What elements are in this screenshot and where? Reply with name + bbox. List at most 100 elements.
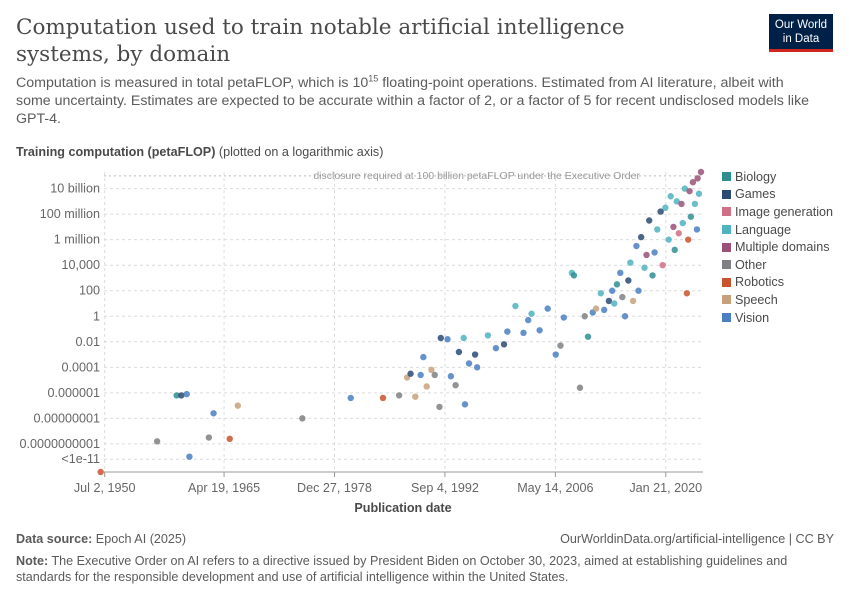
data-point[interactable]: [617, 269, 624, 277]
data-point[interactable]: [659, 261, 666, 269]
data-point[interactable]: [226, 435, 233, 443]
data-point[interactable]: [613, 281, 621, 288]
data-point[interactable]: [592, 305, 600, 312]
legend-item[interactable]: Robotics: [722, 274, 833, 292]
data-point[interactable]: [447, 373, 455, 380]
data-point[interactable]: [234, 402, 241, 409]
data-point[interactable]: [654, 226, 661, 233]
data-point[interactable]: [536, 327, 543, 334]
data-point[interactable]: [437, 334, 444, 342]
data-point[interactable]: [528, 310, 535, 317]
data-point[interactable]: [671, 246, 678, 254]
data-point[interactable]: [153, 438, 161, 445]
data-point[interactable]: [186, 453, 193, 460]
data-point[interactable]: [436, 403, 443, 411]
data-point[interactable]: [460, 334, 467, 342]
legend-item[interactable]: Vision: [722, 309, 833, 327]
data-point[interactable]: [525, 316, 532, 324]
data-point[interactable]: [686, 187, 693, 195]
data-point[interactable]: [97, 468, 104, 476]
data-point[interactable]: [473, 364, 481, 371]
data-point[interactable]: [455, 348, 463, 356]
data-point[interactable]: [431, 371, 438, 379]
data-point[interactable]: [407, 370, 414, 377]
data-point[interactable]: [627, 259, 634, 266]
data-point[interactable]: [504, 328, 511, 335]
data-point[interactable]: [520, 329, 527, 337]
data-point[interactable]: [673, 198, 680, 205]
data-point[interactable]: [471, 351, 479, 358]
data-point[interactable]: [484, 332, 492, 339]
data-point[interactable]: [670, 223, 677, 231]
data-point[interactable]: [643, 251, 650, 259]
data-point[interactable]: [347, 394, 354, 402]
data-point[interactable]: [637, 233, 645, 241]
data-point[interactable]: [681, 185, 689, 192]
data-point[interactable]: [428, 366, 435, 374]
legend-item[interactable]: Image generation: [722, 203, 833, 221]
data-point[interactable]: [667, 193, 674, 200]
data-point[interactable]: [299, 415, 306, 422]
data-point[interactable]: [689, 179, 697, 186]
data-point[interactable]: [584, 333, 592, 340]
data-point[interactable]: [685, 236, 692, 243]
data-point[interactable]: [646, 217, 653, 224]
data-point[interactable]: [452, 381, 459, 389]
legend-item[interactable]: Games: [722, 186, 833, 204]
data-point[interactable]: [210, 410, 217, 417]
data-point[interactable]: [691, 200, 699, 208]
data-point[interactable]: [379, 394, 387, 402]
data-point[interactable]: [600, 306, 608, 314]
data-point[interactable]: [417, 371, 424, 379]
data-point[interactable]: [500, 341, 508, 348]
data-point[interactable]: [675, 230, 682, 237]
data-point[interactable]: [697, 168, 705, 176]
data-point[interactable]: [420, 353, 427, 361]
data-point[interactable]: [552, 351, 559, 358]
data-point[interactable]: [465, 360, 473, 367]
data-point[interactable]: [683, 290, 691, 297]
data-point[interactable]: [544, 305, 551, 312]
legend-item[interactable]: Language: [722, 221, 833, 239]
legend-item[interactable]: Other: [722, 256, 833, 274]
data-point[interactable]: [423, 383, 430, 390]
data-point[interactable]: [605, 297, 613, 305]
data-point[interactable]: [694, 175, 701, 182]
data-point[interactable]: [641, 264, 648, 271]
data-point[interactable]: [665, 236, 672, 243]
data-point[interactable]: [625, 277, 632, 284]
data-point[interactable]: [570, 272, 578, 279]
data-point[interactable]: [651, 249, 658, 256]
data-point[interactable]: [619, 293, 626, 301]
legend-item[interactable]: Biology: [722, 168, 833, 186]
owid-logo[interactable]: Our World in Data: [769, 14, 833, 52]
data-point[interactable]: [412, 393, 419, 400]
data-point[interactable]: [205, 434, 213, 441]
data-point[interactable]: [597, 290, 605, 297]
data-point[interactable]: [679, 219, 686, 227]
data-point[interactable]: [173, 392, 180, 399]
legend-item[interactable]: Multiple domains: [722, 238, 833, 256]
data-point[interactable]: [611, 300, 618, 307]
data-point[interactable]: [678, 200, 685, 208]
data-point[interactable]: [662, 204, 669, 211]
legend-item[interactable]: Speech: [722, 291, 833, 309]
data-point[interactable]: [557, 342, 564, 349]
data-point[interactable]: [629, 297, 637, 305]
data-point[interactable]: [609, 287, 616, 294]
data-point[interactable]: [621, 313, 629, 320]
data-point[interactable]: [512, 302, 519, 310]
data-point[interactable]: [657, 208, 664, 215]
data-point[interactable]: [183, 390, 190, 398]
data-point[interactable]: [492, 344, 500, 352]
data-point[interactable]: [649, 272, 656, 279]
data-point[interactable]: [633, 242, 640, 250]
data-point[interactable]: [635, 287, 642, 294]
data-point[interactable]: [576, 384, 584, 391]
data-point[interactable]: [444, 336, 451, 343]
data-point[interactable]: [178, 392, 185, 399]
source-url[interactable]: OurWorldinData.org/artificial-intelligen…: [560, 532, 834, 546]
data-point[interactable]: [693, 226, 701, 233]
data-point[interactable]: [687, 213, 695, 220]
data-point[interactable]: [461, 401, 469, 408]
